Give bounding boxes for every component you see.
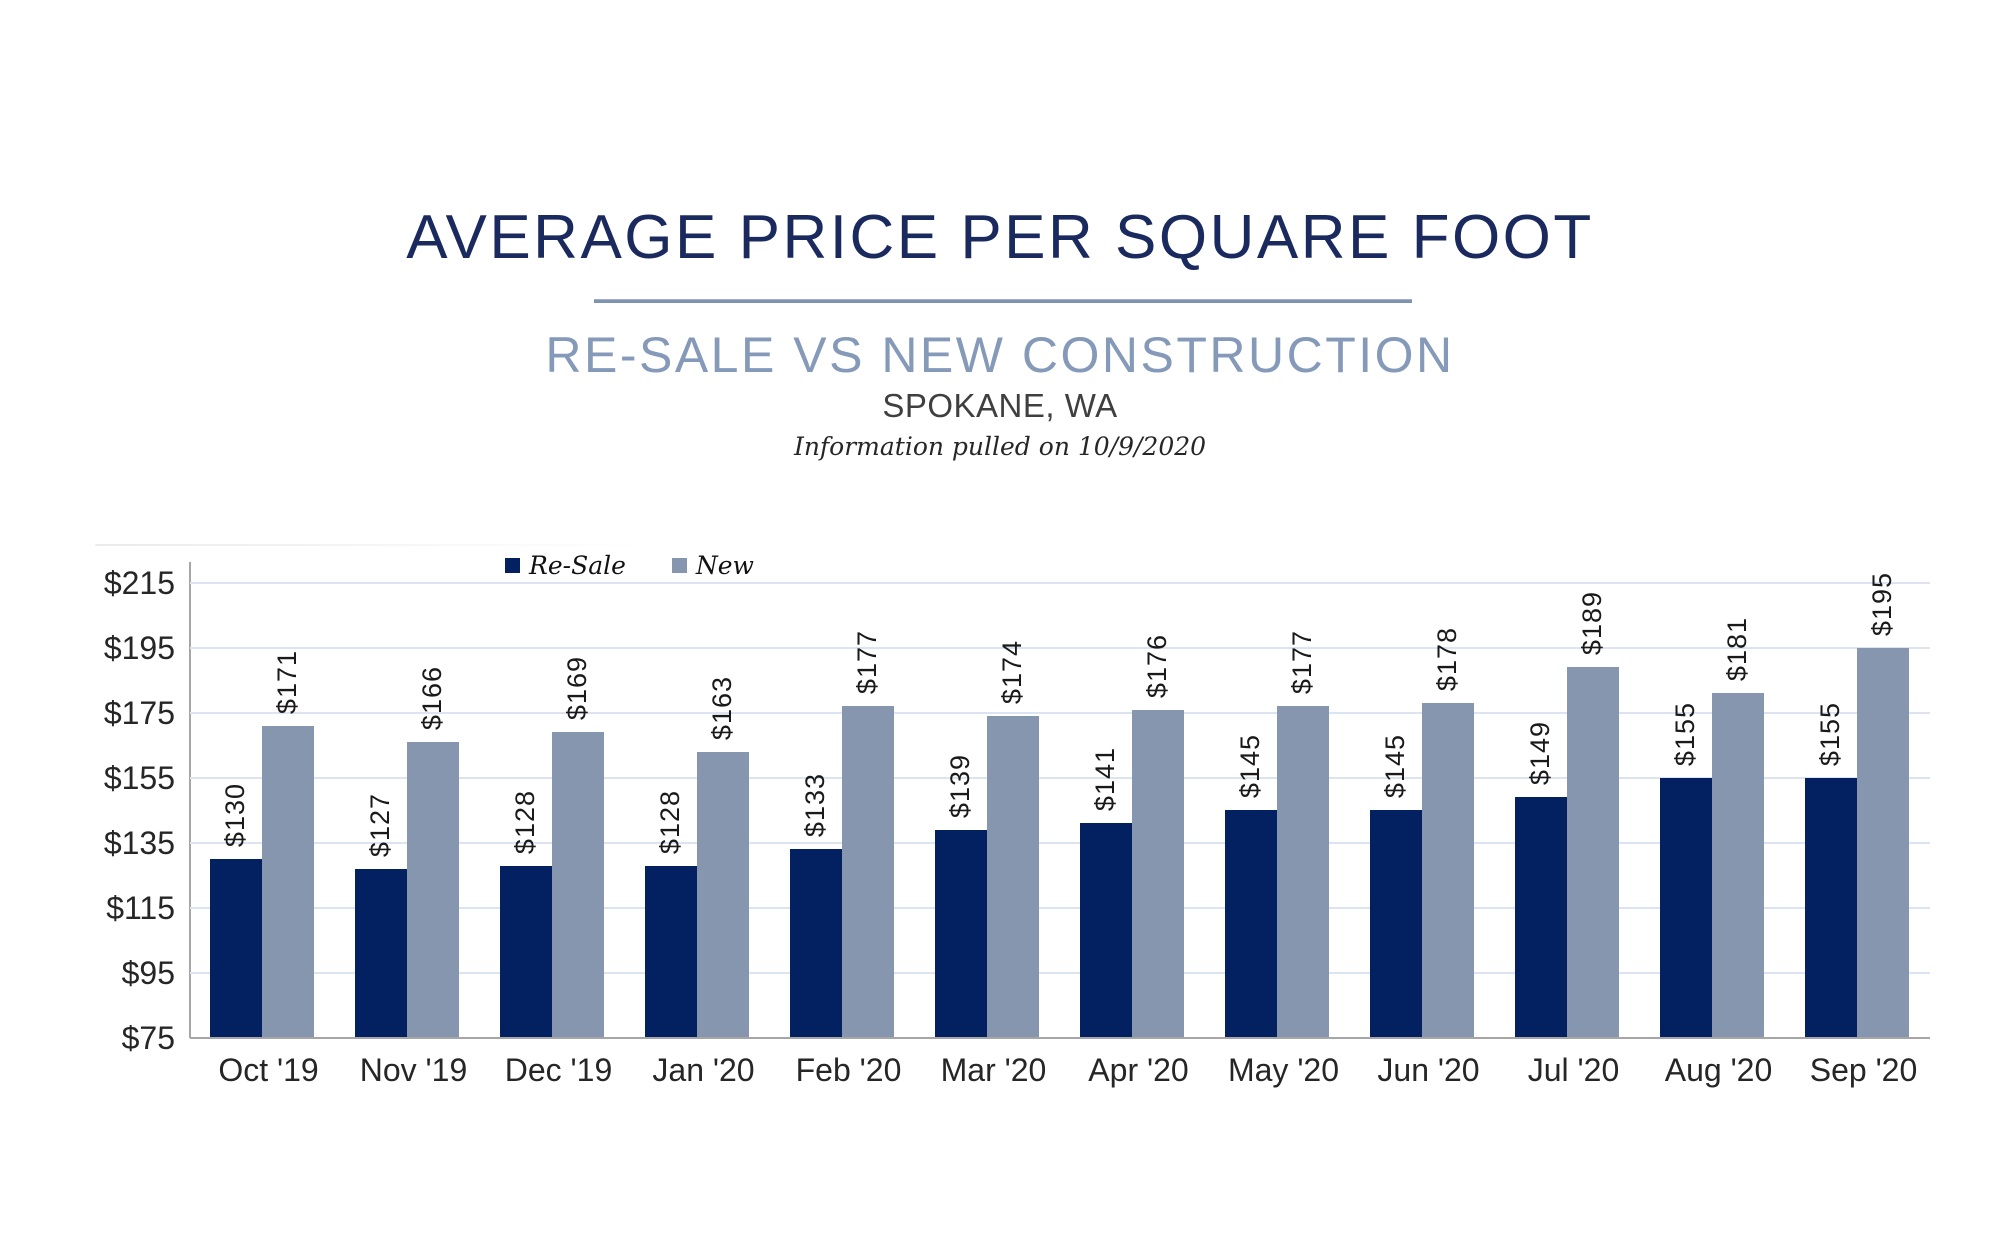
bar-re-sale (790, 849, 842, 1038)
bar-value-label: $155 (1815, 701, 1845, 766)
x-axis-label: Jul '20 (1527, 1052, 1620, 1088)
bar-new (987, 716, 1039, 1038)
y-axis-label: $115 (106, 890, 175, 926)
bar-re-sale (355, 869, 407, 1038)
y-axis-label: $95 (121, 955, 175, 991)
bar-value-label: $178 (1432, 626, 1462, 691)
x-axis-baseline (190, 1037, 1930, 1039)
bar-value-label: $181 (1722, 616, 1752, 681)
x-axis-label: Sep '20 (1809, 1052, 1918, 1088)
bar-new (262, 726, 314, 1038)
bar-re-sale (645, 866, 697, 1038)
chart-legend: Re-Sale New (505, 551, 754, 580)
bar-value-label: $145 (1235, 733, 1265, 798)
location-label: SPOKANE, WA (882, 387, 1118, 424)
grid-line (190, 907, 1930, 909)
legend-label-resale: Re-Sale (529, 551, 626, 580)
x-axis-label: Feb '20 (795, 1052, 902, 1088)
x-axis-label: Jun '20 (1377, 1052, 1480, 1088)
x-axis-label: Oct '19 (218, 1052, 319, 1088)
page-title: AVERAGE PRICE PER SQUARE FOOT (406, 203, 1594, 272)
bar-value-label: $169 (562, 655, 592, 720)
y-axis-label: $155 (103, 760, 175, 796)
bar-re-sale (1515, 797, 1567, 1038)
bar-re-sale (1805, 778, 1857, 1038)
bar-value-label: $145 (1380, 733, 1410, 798)
bar-new (842, 706, 894, 1038)
y-axis-label: $75 (121, 1020, 175, 1056)
bar-new (407, 742, 459, 1038)
bar-new (1857, 648, 1909, 1038)
bar-re-sale (1660, 778, 1712, 1038)
bar-value-label: $195 (1867, 571, 1897, 636)
bar-re-sale (935, 830, 987, 1038)
bar-value-label: $171 (272, 649, 302, 714)
grid-line (190, 582, 1930, 584)
grid-line (190, 777, 1930, 779)
x-axis-label: Jan '20 (652, 1052, 755, 1088)
grid-line (190, 972, 1930, 974)
legend-label-new: New (695, 551, 754, 580)
bar-new (1132, 710, 1184, 1038)
bar-new (1277, 706, 1329, 1038)
bar-value-label: $189 (1577, 590, 1607, 655)
bar-value-label: $166 (417, 665, 447, 730)
x-axis-label: May '20 (1227, 1052, 1340, 1088)
title-divider (594, 299, 1412, 303)
chart-frame-edge (95, 544, 650, 546)
y-axis-label: $195 (103, 630, 175, 666)
bar-value-label: $163 (707, 675, 737, 740)
bar-new (1567, 667, 1619, 1038)
page-subtitle: RE-SALE VS NEW CONSTRUCTION (545, 327, 1455, 383)
bar-value-label: $128 (510, 789, 540, 854)
legend-swatch-resale (505, 558, 520, 573)
bar-re-sale (1225, 810, 1277, 1038)
x-axis-label: Dec '19 (504, 1052, 613, 1088)
y-axis-label: $215 (103, 565, 175, 601)
plot-area: $130 $171 $127 $166 $128 $169 $128 $163 $133 $177… (189, 562, 1930, 1039)
bar-value-label: $176 (1142, 633, 1172, 698)
data-pull-note: Information pulled on 10/9/2020 (793, 432, 1207, 461)
bar-value-label: $149 (1525, 720, 1555, 785)
grid-line (190, 712, 1930, 714)
bar-value-label: $139 (945, 753, 975, 818)
bar-value-label: $141 (1090, 746, 1120, 811)
bar-value-label: $177 (1287, 629, 1317, 694)
bar-value-label: $174 (997, 639, 1027, 704)
grid-line (190, 842, 1930, 844)
y-axis-line (189, 562, 191, 1038)
y-axis-label: $175 (103, 695, 175, 731)
bar-value-label: $133 (800, 772, 830, 837)
bar-value-label: $130 (220, 782, 250, 847)
bar-re-sale (1080, 823, 1132, 1038)
bar-new (552, 732, 604, 1038)
bar-re-sale (500, 866, 552, 1038)
bar-value-label: $155 (1670, 701, 1700, 766)
bar-value-label: $177 (852, 629, 882, 694)
bar-new (697, 752, 749, 1038)
bar-re-sale (1370, 810, 1422, 1038)
x-axis-label: Nov '19 (359, 1052, 468, 1088)
x-axis-label: Aug '20 (1664, 1052, 1773, 1088)
x-axis-label: Apr '20 (1088, 1052, 1189, 1088)
bar-new (1422, 703, 1474, 1038)
bar-value-label: $128 (655, 789, 685, 854)
bar-new (1712, 693, 1764, 1038)
bar-re-sale (210, 859, 262, 1038)
bar-value-label: $127 (365, 792, 395, 857)
x-axis-label: Mar '20 (940, 1052, 1047, 1088)
y-axis-label: $135 (103, 825, 175, 861)
grid-line (190, 647, 1930, 649)
legend-swatch-new (671, 558, 687, 573)
